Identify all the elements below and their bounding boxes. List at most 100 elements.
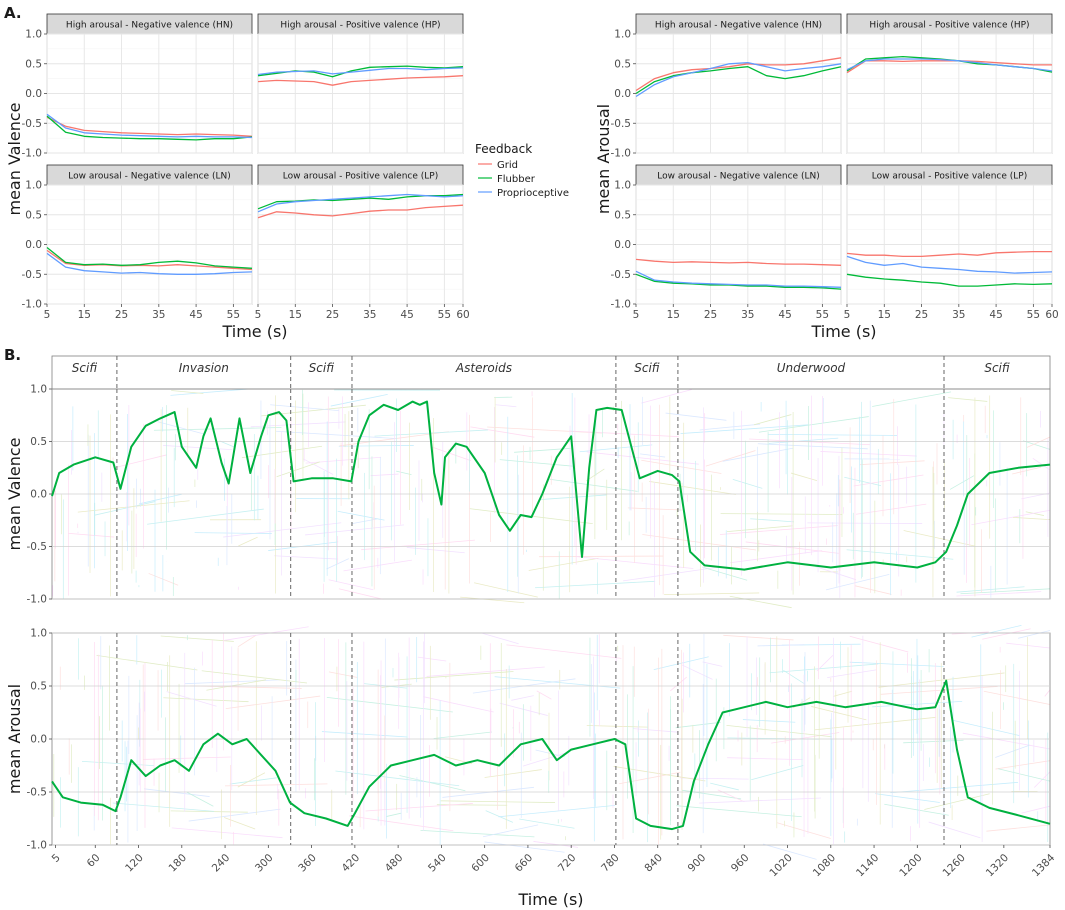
participant-trace bbox=[394, 671, 514, 681]
x-tick-label: 25 bbox=[915, 309, 928, 321]
series-line-proprioceptive bbox=[46, 252, 253, 275]
participant-trace bbox=[153, 427, 282, 431]
participant-trace bbox=[431, 446, 472, 462]
participant-trace bbox=[326, 696, 453, 713]
participant-trace bbox=[485, 810, 514, 823]
participant-trace bbox=[757, 644, 805, 647]
series-line-flubber bbox=[635, 66, 842, 95]
x-tick-label: 1260 bbox=[941, 852, 968, 879]
participant-traces bbox=[52, 388, 1051, 609]
series-line-grid bbox=[846, 250, 1052, 258]
y-tick-label: -1.0 bbox=[27, 840, 48, 852]
participant-trace bbox=[633, 728, 679, 733]
y-tick-label: 0.0 bbox=[30, 489, 47, 501]
participant-trace bbox=[641, 459, 722, 474]
participant-trace bbox=[859, 460, 925, 466]
participant-trace bbox=[361, 539, 475, 551]
facet-title: Low arousal - Positive valence (LP) bbox=[872, 172, 1027, 182]
participant-trace bbox=[338, 588, 384, 600]
mean-line bbox=[51, 400, 1051, 571]
y-tick-label: -1.0 bbox=[27, 594, 48, 606]
participant-trace bbox=[903, 739, 964, 744]
participant-trace bbox=[982, 628, 1031, 640]
panel-a-valence: High arousal - Negative valence (HN) -1.0… bbox=[5, 13, 470, 341]
y-tick-label: 0.0 bbox=[614, 88, 631, 100]
participant-trace bbox=[423, 696, 494, 713]
participant-trace bbox=[511, 695, 534, 701]
participant-trace bbox=[94, 501, 156, 516]
participant-trace bbox=[971, 624, 1022, 638]
participant-trace bbox=[726, 725, 833, 738]
x-axis-title: Time (s) bbox=[517, 890, 583, 909]
participant-trace bbox=[328, 671, 358, 678]
participant-trace bbox=[328, 579, 374, 591]
participant-trace bbox=[820, 451, 917, 457]
participant-trace bbox=[705, 450, 756, 467]
participant-trace bbox=[762, 843, 817, 860]
participant-trace bbox=[238, 536, 258, 547]
y-tick-label: -0.5 bbox=[27, 787, 48, 799]
participant-trace bbox=[171, 827, 283, 839]
series-line-proprioceptive bbox=[846, 255, 1053, 274]
participant-trace bbox=[1044, 689, 1051, 697]
participant-trace bbox=[260, 404, 366, 417]
y-tick-label: 1.0 bbox=[30, 384, 47, 396]
participant-trace bbox=[143, 788, 210, 797]
participant-trace bbox=[732, 478, 763, 489]
participant-trace bbox=[305, 456, 382, 464]
y-tick-label: -1.0 bbox=[611, 148, 632, 160]
x-tick-label: 540 bbox=[426, 852, 449, 875]
facet-title: High arousal - Positive valence (HP) bbox=[280, 21, 440, 31]
legend-title: Feedback bbox=[475, 142, 532, 156]
participant-trace bbox=[224, 817, 256, 830]
y-tick-label: 0.0 bbox=[25, 239, 42, 251]
participant-trace bbox=[681, 664, 713, 680]
participant-trace bbox=[924, 793, 990, 810]
x-tick-label: 420 bbox=[340, 852, 363, 875]
x-tick-label: 1140 bbox=[854, 852, 881, 879]
x-tick-label: 35 bbox=[152, 309, 165, 321]
participant-trace bbox=[702, 661, 723, 667]
participant-trace bbox=[539, 555, 664, 558]
participant-trace bbox=[1022, 440, 1051, 450]
scene-strip-frame bbox=[51, 355, 1051, 390]
participant-trace bbox=[139, 493, 182, 505]
x-tick-label: 5 bbox=[44, 309, 51, 321]
scene-label-scifi: Scifi bbox=[72, 361, 98, 375]
x-tick-label: 360 bbox=[296, 852, 319, 875]
participant-trace bbox=[223, 522, 342, 538]
legend-item-grid: Grid bbox=[478, 160, 518, 171]
participant-trace bbox=[844, 476, 881, 487]
y-tick-label: 0.0 bbox=[614, 239, 631, 251]
participant-trace bbox=[534, 580, 656, 589]
facet-low-arousal-positive-valence-lp: Low arousal - Positive valence (LP) 5 15 25… bbox=[255, 164, 470, 321]
participant-trace bbox=[745, 541, 839, 554]
participant-trace bbox=[569, 430, 679, 438]
participant-trace bbox=[386, 812, 402, 817]
participant-trace bbox=[335, 770, 460, 787]
participant-trace bbox=[499, 459, 574, 467]
x-tick-label: 25 bbox=[704, 309, 717, 321]
participant-trace bbox=[540, 494, 607, 500]
participant-trace bbox=[250, 421, 346, 428]
participant-trace bbox=[270, 404, 340, 412]
participant-trace bbox=[499, 702, 548, 716]
facet-high-arousal-negative-valence-hn: High arousal - Negative valence (HN) -1.0… bbox=[22, 13, 253, 160]
participant-trace bbox=[649, 481, 736, 495]
x-tick-label: 780 bbox=[599, 852, 622, 875]
participant-trace bbox=[1026, 436, 1051, 448]
participant-trace bbox=[699, 423, 761, 431]
series-line-proprioceptive bbox=[46, 113, 253, 139]
participant-trace bbox=[470, 426, 535, 438]
participant-trace bbox=[186, 791, 214, 807]
x-tick-label: 55 bbox=[1027, 309, 1040, 321]
participant-trace bbox=[374, 429, 489, 437]
x-tick-label: 55 bbox=[438, 309, 451, 321]
participant-trace bbox=[726, 525, 793, 533]
participant-trace bbox=[399, 775, 466, 792]
y-tick-label: -1.0 bbox=[22, 148, 43, 160]
participant-trace bbox=[112, 802, 215, 812]
legend-label-flubber: Flubber bbox=[497, 174, 536, 185]
x-tick-label: 25 bbox=[326, 309, 339, 321]
participant-trace bbox=[535, 749, 566, 758]
